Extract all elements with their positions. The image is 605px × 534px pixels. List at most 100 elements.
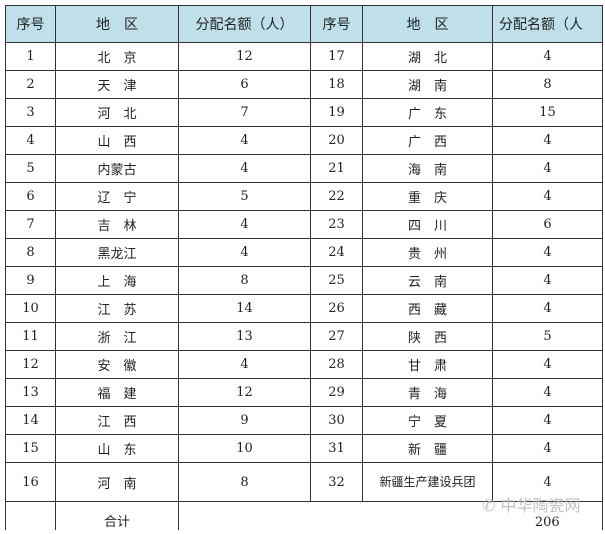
cell-quota: 4: [492, 378, 603, 407]
cell-quota: 4: [492, 406, 603, 435]
cell-index: 13: [5, 378, 56, 407]
cell-index: 21: [310, 154, 363, 183]
cell-index: 22: [310, 182, 363, 211]
total-value: 206: [492, 501, 603, 530]
cell-quota: 13: [178, 322, 311, 351]
cell-region: 浙 江: [55, 322, 179, 351]
header-region: 地 区: [362, 5, 493, 43]
cell-quota: 5: [178, 182, 311, 211]
cell-quota: 8: [178, 266, 311, 295]
cell-region: 山 西: [55, 126, 179, 155]
cell-region: 广 东: [362, 98, 493, 127]
cell-index: 9: [5, 266, 56, 295]
cell-index: 27: [310, 322, 363, 351]
cell-index: 24: [310, 238, 363, 267]
cell-quota: 4: [178, 154, 311, 183]
cell-region: 西 藏: [362, 294, 493, 323]
cell-region: 河 北: [55, 98, 179, 127]
header-quota: 分配名额（人）: [178, 5, 311, 43]
table-row: 16 河 南 8 32 新疆生产建设兵团 4: [5, 462, 603, 502]
cell-empty: [363, 502, 493, 531]
cell-quota: 4: [492, 154, 603, 183]
cell-index: 12: [5, 350, 56, 379]
cell-quota: 4: [178, 350, 311, 379]
header-index: 序号: [5, 5, 56, 43]
cell-quota: 5: [492, 322, 603, 351]
cell-region: 北 京: [55, 42, 179, 71]
cell-index: 6: [5, 182, 56, 211]
total-label: 合计: [55, 501, 179, 530]
cell-quota: 4: [492, 182, 603, 211]
cell-index: 26: [310, 294, 363, 323]
cell-index: 14: [5, 406, 56, 435]
cell-index: 20: [310, 126, 363, 155]
cell-index: 28: [310, 350, 363, 379]
cell-quota: 9: [178, 406, 311, 435]
wechat-icon: ✆: [482, 496, 501, 515]
cell-quota: 4: [492, 238, 603, 267]
cell-quota: 4: [492, 434, 603, 463]
cell-index: 31: [310, 434, 363, 463]
cell-index: 11: [5, 322, 56, 351]
cell-index: 1: [5, 42, 56, 71]
cell-region: 陕 西: [362, 322, 493, 351]
cell-index: 7: [5, 210, 56, 239]
cell-index: 10: [5, 294, 56, 323]
cell-region: 重 庆: [362, 182, 493, 211]
header-row: 序号 地 区 分配名额（人） 序号 地 区 分配名额（人: [5, 5, 603, 43]
cell-quota: 4: [492, 266, 603, 295]
cell-quota: 4: [178, 210, 311, 239]
cell-region: 广 西: [362, 126, 493, 155]
cell-empty: [178, 501, 311, 530]
cell-quota: 8: [492, 70, 603, 99]
cell-index: 3: [5, 98, 56, 127]
cell-quota: 12: [178, 378, 311, 407]
cell-index: 18: [310, 70, 363, 99]
cell-region: 四 川: [362, 210, 493, 239]
cell-index: 23: [310, 210, 363, 239]
cell-quota: 6: [178, 70, 311, 99]
cell-quota: 6: [492, 210, 603, 239]
cell-region: 黑龙江: [55, 238, 179, 267]
cell-region: 贵 州: [362, 238, 493, 267]
cell-quota: 4: [492, 126, 603, 155]
cell-index: 15: [5, 434, 56, 463]
cell-quota: 4: [492, 294, 603, 323]
cell-quota: 10: [178, 434, 311, 463]
cell-region: 内蒙古: [55, 154, 179, 183]
cell-region: 湖 南: [362, 70, 493, 99]
cell-region: 吉 林: [55, 210, 179, 239]
cell-quota: 4: [178, 238, 311, 267]
cell-region: 江 苏: [55, 294, 179, 323]
cell-region: 天 津: [55, 70, 179, 99]
cell-empty: [5, 501, 56, 530]
cell-index: 17: [310, 42, 363, 71]
cell-quota: 15: [492, 98, 603, 127]
cell-index: 30: [310, 406, 363, 435]
cell-region: 宁 夏: [362, 406, 493, 435]
cell-quota: 8: [178, 462, 311, 502]
watermark: ✆ 中华陶瓷网: [482, 496, 581, 515]
header-index: 序号: [310, 5, 363, 43]
cell-region: 湖 北: [362, 42, 493, 71]
cell-quota: 7: [178, 98, 311, 127]
cell-index: 16: [5, 462, 56, 502]
cell-index: 8: [5, 238, 56, 267]
cell-quota: 12: [178, 42, 311, 71]
cell-region: 新 疆: [362, 434, 493, 463]
cell-quota: 4: [492, 350, 603, 379]
cell-region: 河 南: [55, 462, 179, 502]
cell-index: 2: [5, 70, 56, 99]
